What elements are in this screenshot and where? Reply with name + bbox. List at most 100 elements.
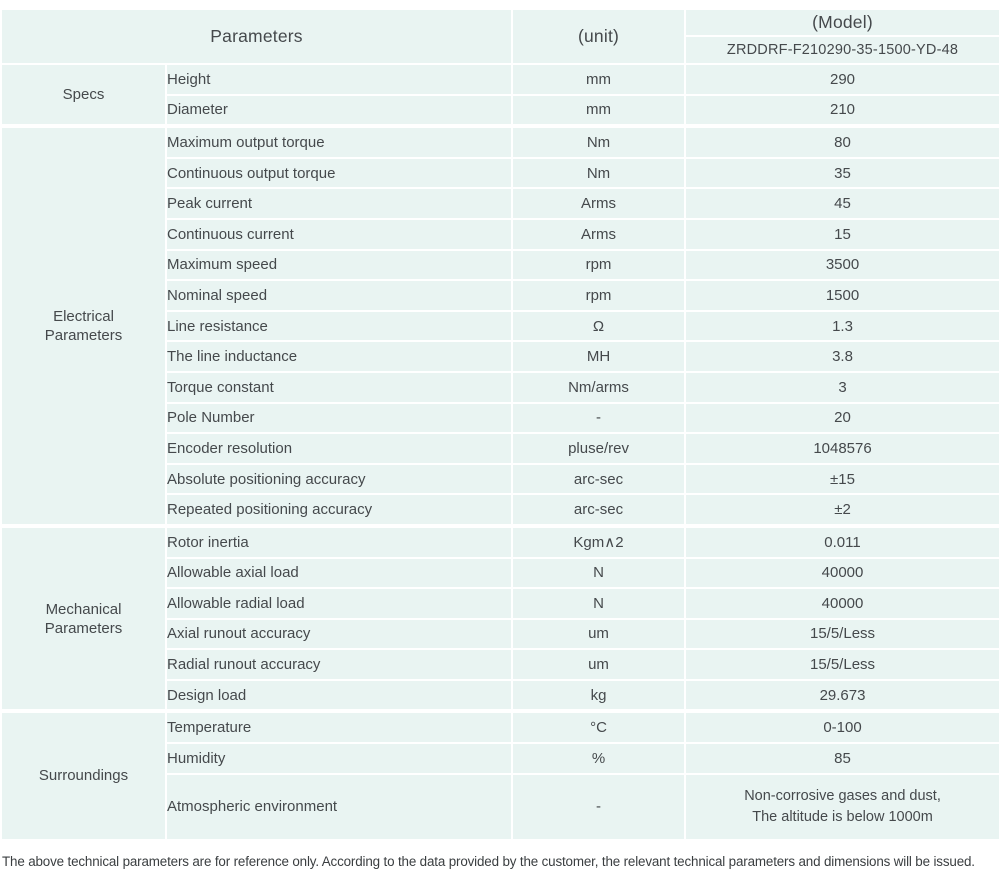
param-name: Repeated positioning accuracy bbox=[164, 493, 514, 527]
param-name: Height bbox=[164, 63, 514, 96]
param-value: 3500 bbox=[684, 248, 999, 282]
group-label-text: Specs bbox=[62, 86, 105, 103]
header-row-1: Parameters (unit) (Model) bbox=[0, 8, 999, 65]
param-unit: arc-sec bbox=[511, 462, 687, 496]
footnote-text: The above technical parameters are for r… bbox=[2, 853, 975, 869]
param-unit: kg bbox=[511, 678, 687, 713]
param-name: Maximum output torque bbox=[164, 124, 514, 159]
table-row: Encoder resolution pluse/rev 1048576 bbox=[1, 432, 999, 465]
param-name: Torque constant bbox=[164, 370, 514, 404]
table-row: Allowable radial load N 40000 bbox=[1, 587, 999, 620]
table-row: Nominal speed rpm 1500 bbox=[1, 279, 999, 312]
header-row-2: ZRDDRF-F210290-35-1500-YD-48 bbox=[1, 35, 999, 65]
param-value: 20 bbox=[684, 401, 999, 435]
param-value: 15/5/Less bbox=[684, 617, 999, 651]
param-name: Line resistance bbox=[164, 309, 514, 343]
param-name: Nominal speed bbox=[164, 279, 514, 312]
param-value: 3.8 bbox=[684, 340, 999, 373]
param-name: Allowable axial load bbox=[164, 556, 514, 590]
param-value: 210 bbox=[684, 93, 999, 128]
param-unit: MH bbox=[511, 340, 687, 373]
param-value: 1048576 bbox=[684, 432, 999, 465]
param-value: 40000 bbox=[684, 587, 999, 620]
table-row: Atmospheric environment - Non-corrosive … bbox=[1, 772, 999, 841]
param-name: Axial runout accuracy bbox=[164, 617, 514, 651]
param-name: Maximum speed bbox=[164, 248, 514, 282]
param-unit: rpm bbox=[511, 248, 687, 282]
table-row: Absolute positioning accuracy arc-sec ±1… bbox=[1, 462, 999, 496]
parameters-table: Parameters (unit) (Model) ZRDDRF-F210290… bbox=[0, 8, 999, 841]
param-name: Pole Number bbox=[164, 401, 514, 435]
param-value: 0.011 bbox=[684, 523, 999, 559]
param-value: 290 bbox=[684, 63, 999, 96]
table-row: Axial runout accuracy um 15/5/Less bbox=[1, 617, 999, 651]
param-name: Continuous current bbox=[164, 217, 514, 251]
table-row: Specs Height mm 290 bbox=[0, 62, 999, 128]
table-header: Parameters (unit) (Model) ZRDDRF-F210290… bbox=[0, 8, 999, 65]
param-unit: Kgm∧2 bbox=[511, 523, 687, 559]
param-value: 1.3 bbox=[684, 309, 999, 343]
table-row: Torque constant Nm/arms 3 bbox=[1, 370, 999, 404]
table-row: Continuous current Arms 15 bbox=[1, 217, 999, 251]
param-unit: % bbox=[511, 742, 687, 775]
param-unit: Ω bbox=[511, 309, 687, 343]
param-value: 85 bbox=[684, 742, 999, 775]
param-value: 40000 bbox=[684, 556, 999, 590]
param-name: Radial runout accuracy bbox=[164, 648, 514, 681]
group-label-text: Electrical Parameters bbox=[44, 307, 123, 345]
param-unit: um bbox=[511, 648, 687, 681]
param-value: 35 bbox=[684, 156, 999, 190]
param-name: Absolute positioning accuracy bbox=[164, 462, 514, 496]
section-surroundings: Surroundings Temperature °C 0-100 Humidi… bbox=[0, 709, 999, 841]
table-row: Humidity % 85 bbox=[1, 742, 999, 775]
table-row: Maximum speed rpm 3500 bbox=[1, 248, 999, 282]
param-name: Allowable radial load bbox=[164, 587, 514, 620]
param-value: 0-100 bbox=[684, 709, 999, 745]
param-value: Non-corrosive gases and dust, The altitu… bbox=[684, 772, 999, 841]
param-name: Rotor inertia bbox=[164, 523, 514, 559]
param-value: 29.673 bbox=[684, 678, 999, 713]
table-row: Surroundings Temperature °C 0-100 bbox=[0, 709, 999, 841]
table-row: Radial runout accuracy um 15/5/Less bbox=[1, 648, 999, 681]
param-unit: °C bbox=[511, 709, 687, 745]
param-unit: - bbox=[511, 772, 687, 841]
param-unit: N bbox=[511, 556, 687, 590]
header-model: (Model) bbox=[684, 8, 999, 37]
table-row: The line inductance MH 3.8 bbox=[1, 340, 999, 373]
param-name: Continuous output torque bbox=[164, 156, 514, 190]
param-name: Temperature bbox=[164, 709, 514, 745]
group-label-text: Mechanical Parameters bbox=[44, 600, 123, 637]
param-unit: pluse/rev bbox=[511, 432, 687, 465]
table-row: Continuous output torque Nm 35 bbox=[1, 156, 999, 190]
param-name: Humidity bbox=[164, 742, 514, 775]
param-name: Atmospheric environment bbox=[164, 772, 514, 841]
param-unit: - bbox=[511, 401, 687, 435]
section-group-label: Mechanical Parameters bbox=[0, 523, 167, 713]
table-row: Pole Number - 20 bbox=[1, 401, 999, 435]
param-unit: Nm bbox=[511, 124, 687, 159]
param-value: 45 bbox=[684, 187, 999, 220]
param-unit: N bbox=[511, 587, 687, 620]
param-unit: Arms bbox=[511, 217, 687, 251]
param-value: 80 bbox=[684, 124, 999, 159]
group-label-text: Surroundings bbox=[38, 767, 129, 785]
table-row: Mechanical Parameters Rotor inertia Kgm∧… bbox=[0, 523, 999, 713]
header-unit: (unit) bbox=[511, 8, 687, 65]
table-row: Electrical Parameters Maximum output tor… bbox=[0, 124, 999, 527]
table-row: Repeated positioning accuracy arc-sec ±2 bbox=[1, 493, 999, 527]
section-group-label: Specs bbox=[0, 62, 167, 128]
param-value: ±15 bbox=[684, 462, 999, 496]
table-row: Allowable axial load N 40000 bbox=[1, 556, 999, 590]
section-group-label: Electrical Parameters bbox=[0, 124, 167, 527]
section-group-label: Surroundings bbox=[0, 709, 167, 841]
header-model-value: ZRDDRF-F210290-35-1500-YD-48 bbox=[684, 35, 999, 65]
table-row: Diameter mm 210 bbox=[1, 93, 999, 128]
header-parameters: Parameters bbox=[0, 8, 514, 65]
param-name: Diameter bbox=[164, 93, 514, 128]
table-row: Line resistance Ω 1.3 bbox=[1, 309, 999, 343]
param-value: 15 bbox=[684, 217, 999, 251]
param-name: Design load bbox=[164, 678, 514, 713]
param-unit: arc-sec bbox=[511, 493, 687, 527]
param-value: ±2 bbox=[684, 493, 999, 527]
